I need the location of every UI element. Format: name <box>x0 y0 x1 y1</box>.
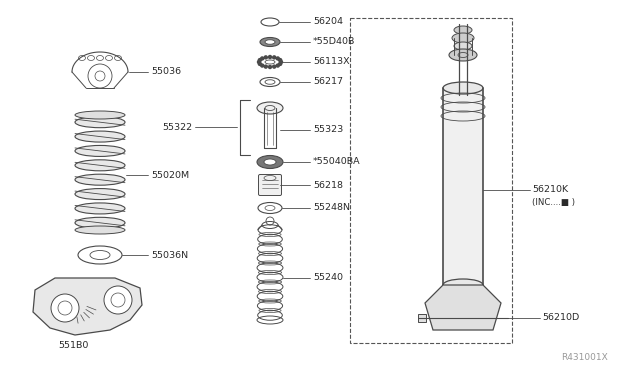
Ellipse shape <box>75 226 125 234</box>
Text: R431001X: R431001X <box>561 353 608 362</box>
Text: 55240: 55240 <box>313 273 343 282</box>
Ellipse shape <box>452 33 474 43</box>
Ellipse shape <box>75 217 125 228</box>
Ellipse shape <box>75 117 125 128</box>
Bar <box>350 18 512 343</box>
Text: 56218: 56218 <box>313 180 343 189</box>
Circle shape <box>259 62 261 65</box>
Bar <box>443 88 483 285</box>
Circle shape <box>276 64 279 67</box>
Circle shape <box>278 58 282 62</box>
Ellipse shape <box>443 279 483 291</box>
Circle shape <box>259 58 261 62</box>
Ellipse shape <box>75 131 125 142</box>
Ellipse shape <box>265 40 275 44</box>
Circle shape <box>260 64 264 67</box>
Text: 55020M: 55020M <box>151 170 189 180</box>
Ellipse shape <box>75 111 125 119</box>
Circle shape <box>280 61 282 64</box>
Text: 56217: 56217 <box>313 77 343 87</box>
Circle shape <box>273 56 276 59</box>
Circle shape <box>264 56 268 59</box>
Circle shape <box>51 294 79 322</box>
Circle shape <box>273 65 276 68</box>
Ellipse shape <box>75 189 125 199</box>
Circle shape <box>276 57 279 60</box>
Ellipse shape <box>260 38 280 46</box>
Circle shape <box>269 65 271 68</box>
Ellipse shape <box>449 49 477 61</box>
Polygon shape <box>33 278 142 335</box>
Ellipse shape <box>75 160 125 171</box>
Ellipse shape <box>454 26 472 34</box>
Text: 56210K: 56210K <box>532 186 568 195</box>
Circle shape <box>278 62 282 65</box>
Text: *55040BA: *55040BA <box>313 157 360 167</box>
Text: 55322: 55322 <box>162 122 192 131</box>
Circle shape <box>264 65 268 68</box>
Ellipse shape <box>443 82 483 94</box>
Ellipse shape <box>257 155 283 169</box>
Text: 55323: 55323 <box>313 125 343 135</box>
Ellipse shape <box>455 314 471 321</box>
Text: 56204: 56204 <box>313 17 343 26</box>
Ellipse shape <box>75 174 125 185</box>
Circle shape <box>257 61 260 64</box>
Ellipse shape <box>75 203 125 214</box>
Polygon shape <box>425 285 501 330</box>
Circle shape <box>260 57 264 60</box>
Text: 55036: 55036 <box>151 67 181 77</box>
Bar <box>418 314 426 322</box>
Text: 56210D: 56210D <box>542 314 579 323</box>
Circle shape <box>104 286 132 314</box>
Text: 551B0: 551B0 <box>58 340 88 350</box>
Text: 55248N: 55248N <box>313 203 350 212</box>
Text: (INC....■ ): (INC....■ ) <box>532 198 575 206</box>
Circle shape <box>269 55 271 58</box>
Ellipse shape <box>257 102 283 114</box>
Text: 55036N: 55036N <box>151 250 188 260</box>
Ellipse shape <box>264 159 276 165</box>
Text: 56113X: 56113X <box>313 58 349 67</box>
Ellipse shape <box>454 42 472 50</box>
Text: *55D40B: *55D40B <box>313 38 355 46</box>
FancyBboxPatch shape <box>259 174 282 196</box>
Ellipse shape <box>75 145 125 157</box>
